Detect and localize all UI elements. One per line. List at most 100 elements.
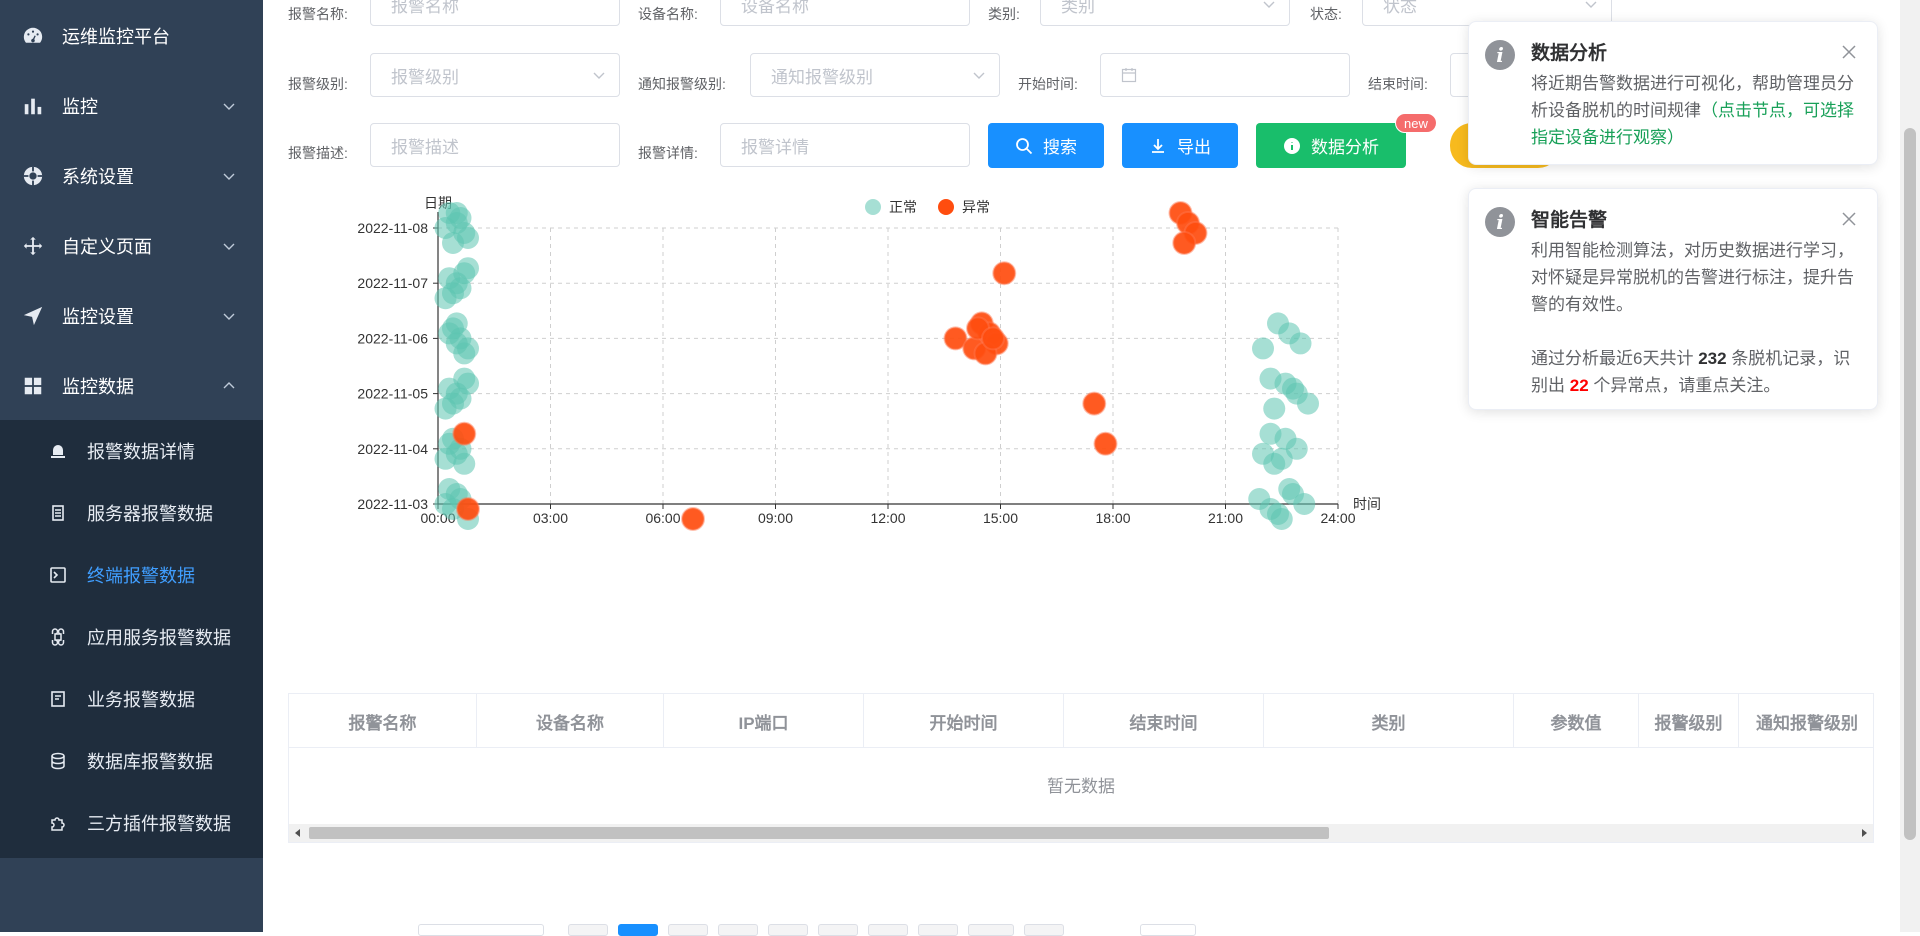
notification-hint: （点击节点，可选择指定设备进行观察） [1531, 101, 1854, 147]
summary-suffix: 个异常点，请重点关注。 [1593, 376, 1781, 395]
search-icon [1016, 137, 1033, 154]
x-tick-label: 06:00 [645, 510, 680, 526]
notify-level-select[interactable]: 通知报警级别 [750, 53, 1000, 97]
desc-input[interactable]: 报警描述 [370, 123, 620, 167]
device-name-placeholder: 设备名称 [741, 0, 809, 16]
point-normal [1270, 447, 1293, 470]
point-anomaly [981, 326, 1005, 351]
pager-button[interactable] [768, 924, 808, 936]
point-normal [457, 337, 479, 360]
chevron-down-icon [223, 313, 235, 320]
submenu-monitor-data: 报警数据详情 服务器报警数据 终端报警数据 应用服务报警数据 业务报警数据 数据… [0, 420, 263, 858]
pager-button[interactable] [1024, 924, 1064, 936]
search-button[interactable]: 搜索 [988, 123, 1104, 168]
sidebar-subitem-server-alarm[interactable]: 服务器报警数据 [0, 482, 263, 544]
chevron-up-icon [223, 382, 235, 389]
table-horizontal-scrollbar[interactable] [289, 824, 1873, 842]
column-header[interactable]: 类别 [1264, 694, 1514, 748]
notify-level-placeholder: 通知报警级别 [771, 67, 873, 87]
sidebar-subitem-app-service-alarm[interactable]: 应用服务报警数据 [0, 606, 263, 668]
export-button[interactable]: 导出 [1122, 123, 1238, 168]
pager-button[interactable] [868, 924, 908, 936]
column-header[interactable]: 参数值 [1514, 694, 1639, 748]
point-normal [445, 312, 468, 335]
table-scroll-thumb[interactable] [309, 827, 1329, 839]
notification-title: 数据分析 [1531, 43, 1608, 64]
x-tick-label: 09:00 [758, 510, 793, 526]
point-normal [1252, 337, 1274, 360]
total-count: 232 [1698, 349, 1727, 368]
pager-button[interactable] [668, 924, 708, 936]
scroll-left-icon[interactable] [294, 829, 302, 837]
level-select[interactable]: 报警级别 [370, 53, 620, 97]
column-header[interactable]: 开始时间 [864, 694, 1064, 748]
alarm-table: 报警名称 设备名称 IP端口 开始时间 结束时间 类别 参数值 报警级别 通知报… [288, 693, 1874, 843]
legend-label: 异常 [962, 199, 990, 215]
scroll-right-icon[interactable] [1860, 829, 1868, 837]
pager-button[interactable] [818, 924, 858, 936]
sidebar-item-label: 监控 [62, 97, 98, 117]
pager-button[interactable] [718, 924, 758, 936]
pager-button[interactable] [568, 924, 608, 936]
start-time-picker[interactable] [1100, 53, 1350, 97]
column-header[interactable]: 通知报警级别 [1756, 713, 1858, 733]
sidebar-subitem-business-alarm[interactable]: 业务报警数据 [0, 668, 263, 730]
sidebar-subitem-label: 服务器报警数据 [87, 504, 213, 524]
sidebar-subitem-alarm-detail[interactable]: 报警数据详情 [0, 420, 263, 482]
end-time-label: 结束时间: [1368, 76, 1428, 92]
brand-title: 运维监控平台 [62, 27, 170, 47]
category-select[interactable]: 类别 [1040, 0, 1290, 26]
sidebar-subitem-terminal-alarm[interactable]: 终端报警数据 [0, 544, 263, 606]
notification-text: 将近期告警数据进行可视化，帮助管理员分析设备脱机的时间规律 [1531, 74, 1854, 120]
status-placeholder: 状态 [1383, 0, 1417, 16]
close-icon[interactable] [1841, 211, 1857, 227]
data-analysis-button[interactable]: 数据分析 [1256, 123, 1406, 168]
page-size-select[interactable] [418, 924, 544, 936]
column-header[interactable]: 报警名称 [289, 694, 477, 748]
sidebar-subitem-plugin-alarm[interactable]: 三方插件报警数据 [0, 792, 263, 854]
chevron-down-icon [593, 72, 605, 79]
dashboard-icon [23, 27, 43, 43]
alarm-name-label: 报警名称: [288, 6, 348, 22]
detail-input[interactable]: 报警详情 [720, 123, 970, 167]
level-placeholder: 报警级别 [391, 67, 459, 87]
sidebar-subitem-database-alarm[interactable]: 数据库报警数据 [0, 730, 263, 792]
notify-level-label: 通知报警级别: [638, 76, 726, 92]
notification-data-analysis: i 数据分析 将近期告警数据进行可视化，帮助管理员分析设备脱机的时间规律（点击节… [1468, 21, 1878, 165]
summary-mid: 条脱机记录，识别出 [1531, 349, 1851, 395]
sidebar-item-label: 自定义页面 [62, 237, 152, 257]
pager-button[interactable] [918, 924, 958, 936]
sidebar-subitem-label: 业务报警数据 [87, 690, 195, 710]
level-label: 报警级别: [288, 76, 348, 92]
pager-button-active[interactable] [618, 924, 658, 936]
sidebar-subitem-label: 报警数据详情 [87, 442, 195, 462]
column-header[interactable]: IP端口 [664, 694, 864, 748]
info-icon: i [1485, 40, 1515, 70]
point-anomaly [1172, 231, 1197, 255]
sidebar-item-label: 监控设置 [62, 307, 134, 327]
legend-label: 正常 [889, 199, 917, 215]
column-header[interactable]: 报警级别 [1639, 694, 1739, 748]
point-normal [1267, 503, 1289, 525]
download-icon [1152, 138, 1164, 153]
page-scroll-thumb[interactable] [1904, 128, 1916, 840]
page-vertical-scrollbar[interactable] [1900, 0, 1920, 932]
sidebar-subitem-label: 数据库报警数据 [87, 752, 213, 772]
y-tick-label: 2022-11-04 [357, 441, 428, 457]
device-name-input[interactable]: 设备名称 [720, 0, 970, 26]
close-icon[interactable] [1841, 44, 1857, 60]
column-header[interactable]: 设备名称 [477, 694, 664, 748]
pager-button[interactable] [968, 924, 1014, 936]
jump-input[interactable] [1140, 924, 1196, 936]
sidebar-item-monitor[interactable]: 监控 [0, 71, 263, 141]
sidebar-item-monitor-settings[interactable]: 监控设置 [0, 281, 263, 351]
sidebar-item-monitor-data[interactable]: 监控数据 [0, 351, 263, 421]
alarm-name-input[interactable]: 报警名称 [370, 0, 620, 26]
anomaly-count: 22 [1569, 376, 1589, 395]
column-header[interactable]: 结束时间 [1064, 694, 1264, 748]
sidebar-item-custom-page[interactable]: 自定义页面 [0, 211, 263, 281]
brand-logo[interactable]: 运维监控平台 [0, 1, 263, 71]
sidebar-item-system-settings[interactable]: 系统设置 [0, 141, 263, 211]
chevron-down-icon [973, 72, 985, 79]
point-normal [1293, 493, 1316, 515]
